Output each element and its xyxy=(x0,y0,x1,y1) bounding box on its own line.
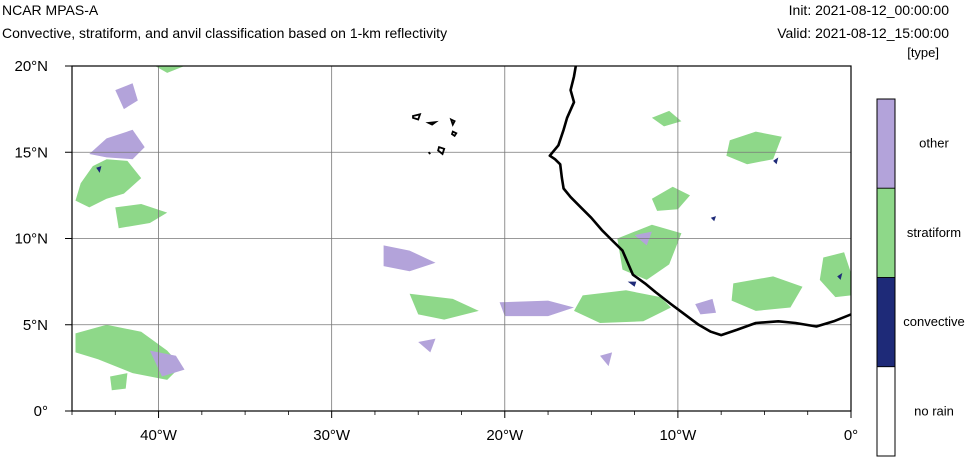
colorbar-frame xyxy=(876,98,896,457)
stratiform-region-11 xyxy=(574,290,671,323)
coastline-layer xyxy=(412,66,851,337)
gridlines xyxy=(72,66,851,411)
lon-tick-label-4: 0° xyxy=(844,427,858,444)
other-region-3 xyxy=(115,83,138,110)
other-region-20 xyxy=(418,338,436,353)
colorbar-label-0: other xyxy=(919,136,949,151)
convective-region-23 xyxy=(96,166,102,173)
colorbar-swatch-2 xyxy=(876,277,896,368)
lat-tick-label-2: 10°N xyxy=(14,231,48,248)
stratiform-region-4 xyxy=(155,66,185,73)
stratiform-region-13 xyxy=(651,186,690,211)
colorbar-units: [type] xyxy=(907,45,939,60)
lat-tick-label-1: 15°N xyxy=(14,144,48,161)
island-4 xyxy=(437,145,446,156)
axis-ticks: 40°W 30°W 20°W 10°W 0° 20°N 15°N 10°N 5°N 0° xyxy=(14,58,858,444)
lat-tick-label-3: 5°N xyxy=(23,317,48,334)
colorbar-label-3: no rain xyxy=(914,403,954,418)
island-1 xyxy=(425,120,439,126)
stratiform-region-1 xyxy=(115,204,168,229)
stratiform-region-9 xyxy=(409,293,479,320)
island-0 xyxy=(412,113,422,121)
other-region-10 xyxy=(499,300,574,317)
lon-tick-label-0: 40°W xyxy=(140,427,178,444)
chart-subtitle: Convective, stratiform, and anvil classi… xyxy=(2,25,448,41)
lon-tick-label-2: 20°W xyxy=(486,427,524,444)
map-plot-area xyxy=(71,65,852,412)
island-3 xyxy=(450,130,458,138)
other-region-21 xyxy=(600,352,613,367)
stratiform-region-17 xyxy=(651,110,682,127)
init-time: Init: 2021-08-12_00:00:00 xyxy=(788,2,949,18)
island-5 xyxy=(427,151,431,155)
convective-region-26 xyxy=(837,273,843,280)
colorbar-swatch-0 xyxy=(876,98,896,189)
colorbar-label-2: convective xyxy=(903,314,964,329)
lat-tick-label-0: 20°N xyxy=(14,58,48,75)
stratiform-region-0 xyxy=(75,159,142,208)
colorbar-swatch-1 xyxy=(876,187,896,278)
valid-time: Valid: 2021-08-12_15:00:00 xyxy=(777,25,949,41)
colorbar-label-1: stratiform xyxy=(907,225,961,240)
colorbar-swatch-3 xyxy=(876,366,896,457)
stratiform-region-15 xyxy=(731,276,803,311)
colorbar: other stratiform convective no rain xyxy=(876,98,965,457)
coastline xyxy=(548,66,851,337)
island-2 xyxy=(449,117,456,127)
convective-region-22 xyxy=(627,281,637,287)
convective-region-24 xyxy=(710,216,716,222)
convective-region-25 xyxy=(773,157,779,165)
other-region-8 xyxy=(383,245,436,272)
stratiform-region-5 xyxy=(75,324,182,380)
stratiform-region-7 xyxy=(110,373,128,391)
other-region-19 xyxy=(695,298,716,315)
lat-tick-label-4: 0° xyxy=(34,403,48,420)
rain-classification-layer xyxy=(75,66,851,391)
lon-tick-label-1: 30°W xyxy=(313,427,351,444)
lon-tick-label-3: 10°W xyxy=(659,427,697,444)
stratiform-region-16 xyxy=(819,252,851,298)
stratiform-region-14 xyxy=(726,131,782,165)
chart-title: NCAR MPAS-A xyxy=(2,2,99,18)
